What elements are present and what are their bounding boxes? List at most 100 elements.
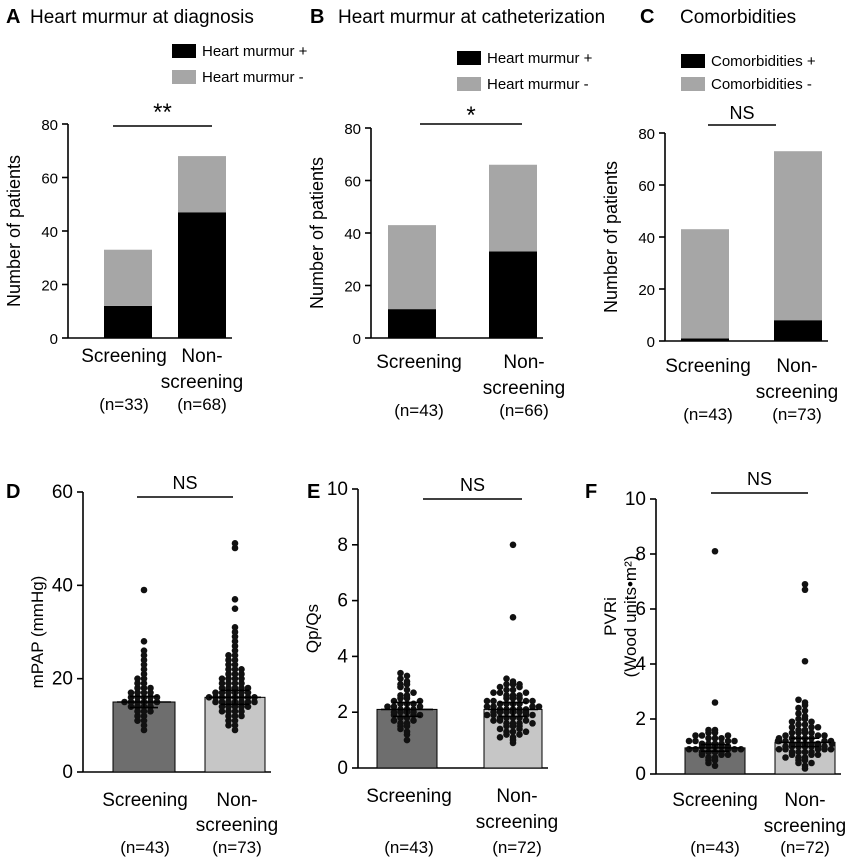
bar-segment (681, 338, 729, 341)
data-point (231, 656, 239, 664)
data-point (397, 669, 404, 677)
legend-swatch (457, 51, 481, 65)
data-point (685, 737, 693, 745)
data-point (828, 740, 836, 748)
data-point (238, 680, 245, 687)
data-point (795, 748, 802, 756)
category-label: Screening (376, 352, 462, 373)
data-point (705, 754, 712, 761)
data-point (503, 728, 510, 736)
data-point (140, 638, 148, 645)
panel-c: C Comorbidities 0 20 40 60 80 Number of patient… (601, 6, 838, 424)
data-point (814, 751, 822, 759)
data-point (782, 754, 789, 761)
data-point (801, 586, 809, 594)
data-point (516, 681, 523, 688)
data-point (795, 704, 802, 712)
data-point (698, 740, 706, 748)
data-point (788, 729, 796, 737)
data-point (808, 748, 815, 756)
data-point (509, 614, 517, 621)
significance-label: NS (460, 475, 485, 495)
data-point (801, 707, 809, 715)
data-point (212, 689, 219, 696)
legend-swatch (681, 77, 705, 91)
category-label: screening (483, 378, 565, 399)
data-point (718, 734, 725, 742)
data-point (231, 628, 239, 636)
data-point (503, 681, 510, 688)
data-point (782, 732, 789, 739)
data-point (483, 711, 491, 719)
data-point (140, 726, 148, 734)
data-point (821, 743, 828, 750)
data-point (397, 720, 404, 727)
data-point (140, 722, 148, 729)
data-point (231, 708, 239, 715)
y-tick-label: 6 (635, 599, 646, 620)
data-point (403, 736, 411, 744)
data-point (503, 692, 510, 699)
data-point (529, 711, 536, 719)
data-point (801, 657, 809, 665)
data-point (795, 721, 802, 728)
category-n: (n=66) (499, 401, 549, 420)
data-point (231, 540, 239, 547)
data-point (231, 642, 239, 650)
data-point (238, 712, 245, 720)
data-point (795, 696, 802, 704)
data-point (509, 734, 517, 741)
data-point (718, 748, 725, 756)
data-point (140, 680, 148, 687)
data-point (231, 633, 239, 640)
y-tick-label: 8 (635, 544, 646, 565)
data-point (814, 723, 822, 731)
panel-f: F 0 2 4 6 8 10 PVRi (Wood units•m²) NS Screening (n… (585, 469, 846, 857)
y-tick-label: 0 (50, 331, 58, 348)
bar-segment (388, 225, 436, 310)
y-tick-label: 20 (638, 282, 655, 299)
data-point (801, 712, 809, 720)
data-point (496, 689, 504, 696)
data-point (705, 734, 712, 742)
y-tick-label: 60 (41, 171, 58, 188)
data-point (522, 717, 530, 724)
y-tick-label: 0 (337, 758, 348, 779)
category-n: (n=73) (212, 838, 262, 857)
bar-segment (104, 305, 152, 338)
data-point (390, 708, 398, 716)
data-point (516, 731, 523, 738)
data-point (140, 586, 148, 594)
category-label: screening (476, 812, 558, 833)
data-point (134, 684, 141, 692)
data-point (503, 675, 510, 683)
data-point (231, 544, 239, 552)
bar-segment (489, 251, 537, 338)
legend-label: Heart murmur - (202, 69, 304, 86)
data-point (795, 726, 802, 734)
significance-label: * (466, 102, 475, 129)
significance-label: ** (153, 99, 172, 126)
data-point (225, 661, 232, 668)
y-tick-label: 20 (41, 278, 58, 295)
category-label: Screening (665, 356, 751, 377)
data-point (403, 672, 411, 680)
legend-label: Comorbidities + (711, 53, 816, 70)
data-point (390, 703, 398, 710)
data-point (801, 754, 809, 761)
category-n: (n=33) (99, 395, 149, 414)
y-tick-label: 0 (353, 331, 361, 348)
category-n: (n=43) (120, 838, 170, 857)
y-tick-label: 60 (52, 482, 73, 503)
data-point (231, 675, 239, 682)
category-label: Non- (776, 356, 817, 377)
data-point (808, 759, 815, 767)
data-point (134, 675, 141, 682)
data-point (134, 712, 141, 720)
data-point (238, 670, 245, 678)
y-axis-label: Number of patients (307, 157, 327, 309)
y-tick-label: 2 (635, 709, 646, 730)
data-point (416, 703, 424, 710)
data-point (718, 740, 725, 748)
